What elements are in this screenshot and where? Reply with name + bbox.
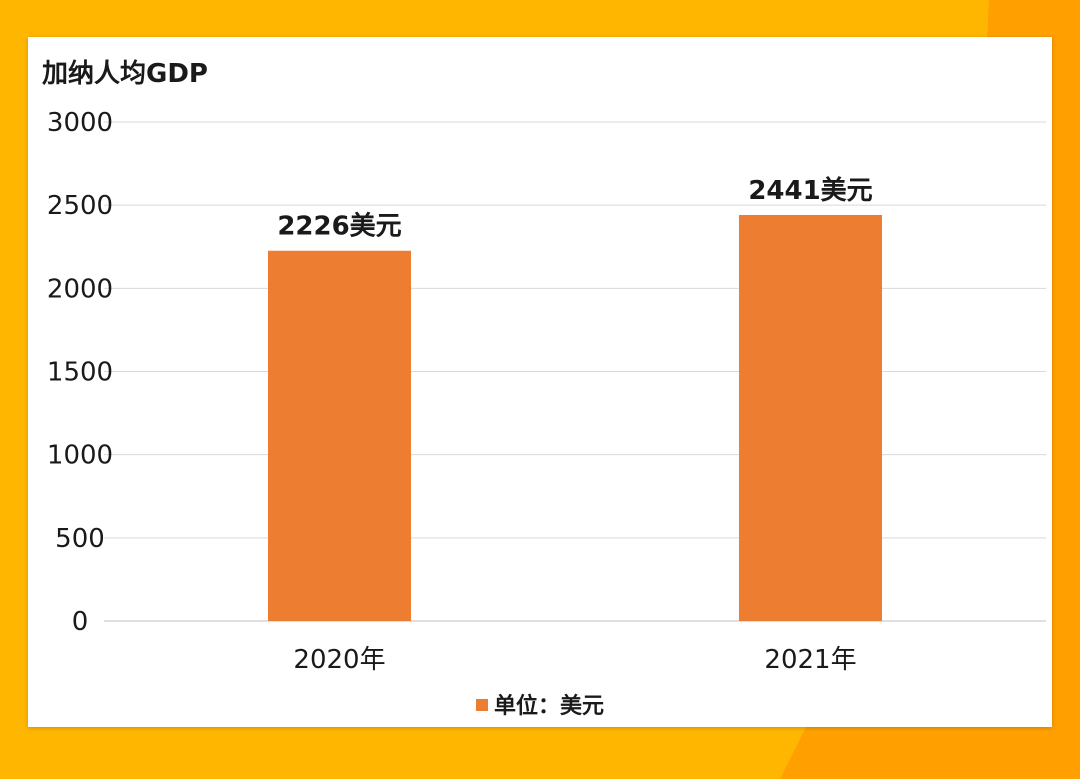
y-tick-label: 2000 [47, 274, 113, 304]
chart-legend: 单位：美元 [28, 688, 1052, 720]
x-tick-label: 2020年 [293, 645, 385, 675]
background-accent-bottom [780, 719, 1080, 779]
chart-title: 加纳人均GDP [42, 59, 208, 89]
legend-swatch [475, 699, 488, 711]
bar-chart-plot: 0 500 1000 1500 2000 2500 3000 2226美元 2020年 2441美… [47, 108, 1046, 675]
y-tick-label: 500 [55, 524, 105, 554]
bar [739, 214, 882, 621]
y-tick-label: 1500 [47, 358, 113, 388]
data-label: 2441美元 [748, 175, 872, 206]
x-tick-label: 2021年 [764, 645, 856, 675]
bar [268, 250, 411, 621]
data-label: 2226美元 [277, 211, 401, 242]
y-tick-label: 1000 [47, 441, 113, 471]
y-tick-label: 3000 [47, 108, 113, 138]
y-tick-label: 0 [72, 607, 89, 637]
y-tick-label: 2500 [47, 191, 113, 221]
legend-label: 单位：美元 [493, 694, 604, 719]
chart-card: 加纳人均GDP 0 500 1000 1500 2000 2500 3000 2226美元 20… [28, 37, 1052, 727]
